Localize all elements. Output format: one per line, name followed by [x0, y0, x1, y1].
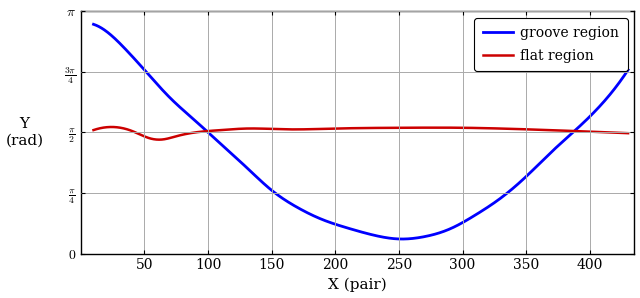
Line: groove region: groove region: [93, 24, 628, 239]
flat region: [108, 125, 115, 129]
groove region: [398, 237, 406, 241]
flat region: [123, 128, 131, 131]
flat region: [497, 127, 504, 130]
Line: flat region: flat region: [93, 127, 628, 140]
groove region: [624, 68, 632, 72]
groove region: [415, 236, 422, 240]
flat region: [551, 128, 559, 132]
flat region: [401, 126, 409, 130]
Y-axis label: Y
(rad): Y (rad): [6, 117, 44, 148]
flat region: [431, 126, 439, 129]
Legend: groove region, flat region: groove region, flat region: [474, 18, 627, 71]
groove region: [122, 48, 130, 52]
groove region: [401, 237, 408, 241]
flat region: [624, 131, 632, 135]
groove region: [496, 197, 504, 201]
flat region: [156, 138, 163, 142]
groove region: [550, 147, 558, 151]
flat region: [415, 126, 423, 129]
flat region: [90, 128, 97, 132]
X-axis label: X (pair): X (pair): [328, 278, 387, 292]
groove region: [90, 23, 97, 26]
groove region: [431, 232, 438, 236]
